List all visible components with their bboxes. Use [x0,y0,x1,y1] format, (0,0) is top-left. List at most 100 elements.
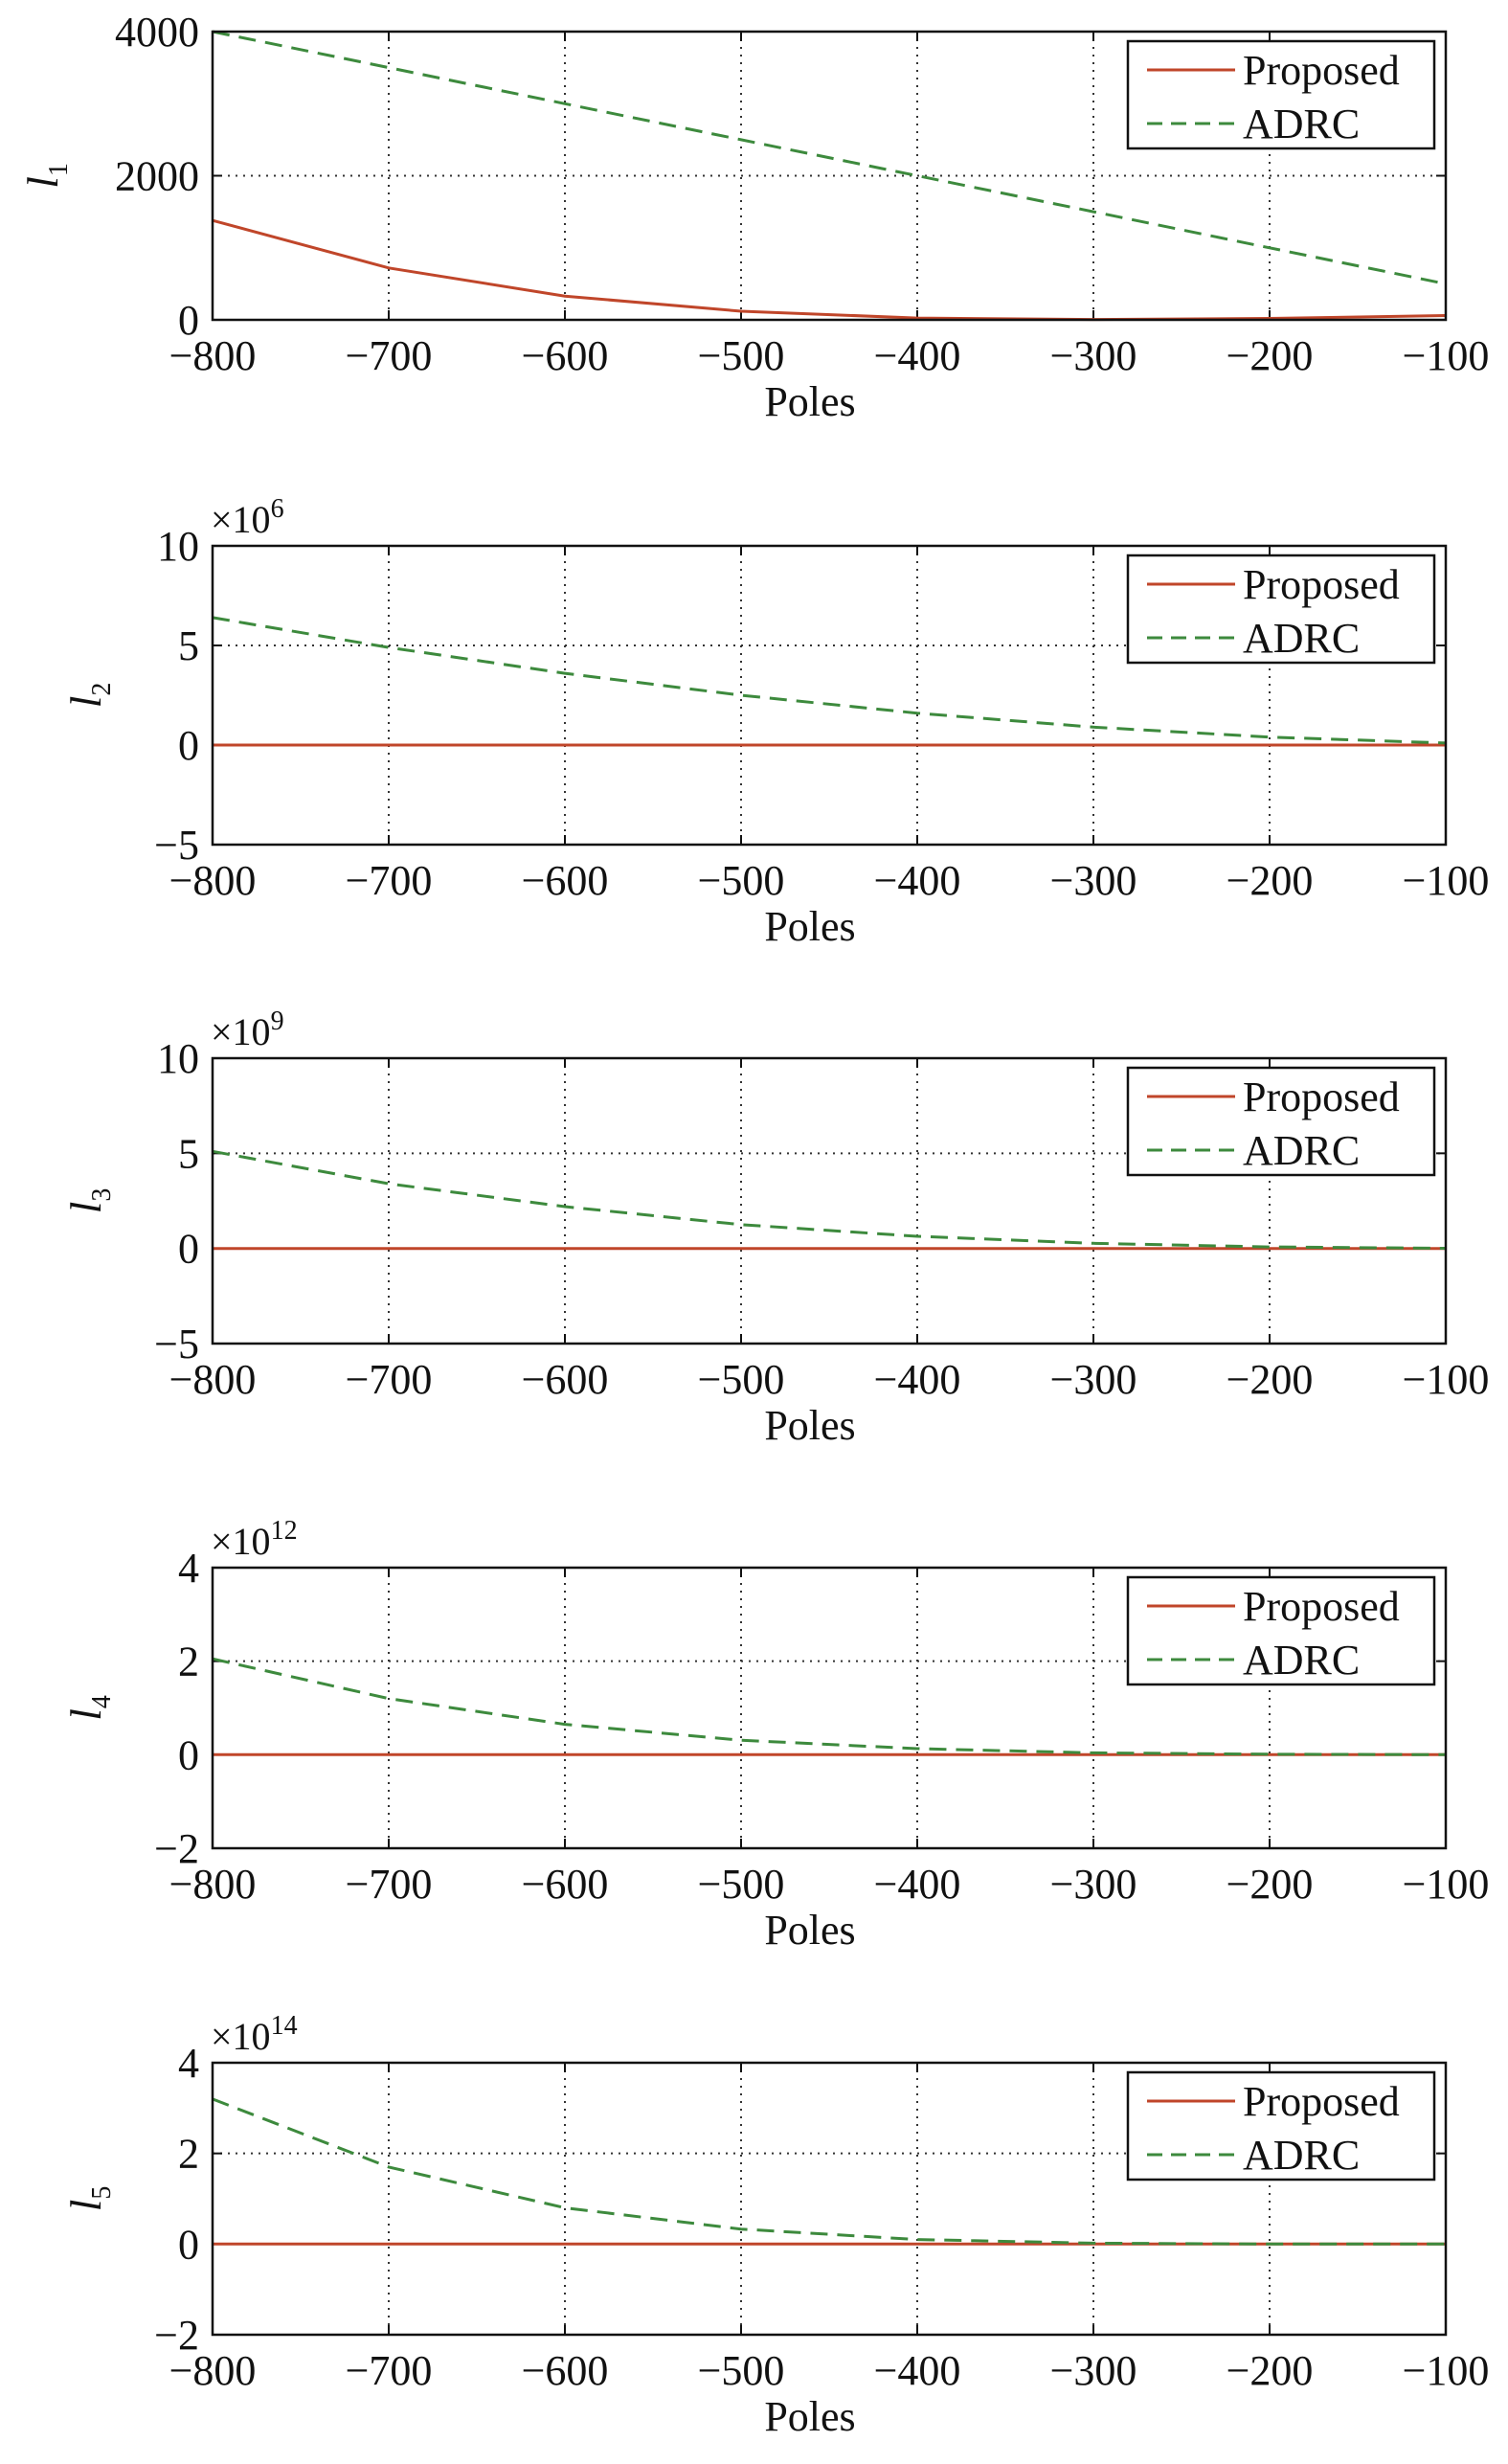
x-tick-label: −100 [1403,1356,1490,1403]
legend-box [1126,1575,1436,1686]
legend-label-proposed: Proposed [1243,47,1400,94]
axis-exponent: ×1014 [211,2011,298,2058]
chart-panel-5: −800 −700 −600 −500 −400 −300 −200 −100 −2 0 2 4 ×10… [61,2011,1489,2440]
y-tick-label: 0 [178,722,199,769]
x-tick-label: −700 [346,857,433,904]
x-tick-label: −700 [346,1861,433,1908]
series-line-adrc [212,616,1447,745]
legend-box [1126,39,1436,150]
y-axis-subscript: 2 [87,683,117,696]
exponent-base: ×10 [211,2015,271,2058]
x-tick-label: −200 [1227,332,1314,379]
y-axis-label: l2 [61,683,117,709]
y-tick-label: 0 [178,1226,199,1273]
legend: Proposed ADRC [1126,1575,1436,1686]
legend-label-proposed: Proposed [1243,2078,1400,2125]
x-tick-label: −500 [698,1356,785,1403]
chart-panel-4: −800 −700 −600 −500 −400 −300 −200 −100 −2 0 2 4 ×10… [61,1516,1489,1954]
x-tick-label: −100 [1403,2347,1490,2394]
legend: Proposed ADRC [1126,1066,1436,1177]
x-axis-label: Poles [764,903,855,950]
y-tick-label: −5 [154,1321,199,1368]
series-line-adrc [212,30,1447,285]
y-tick-label: 2000 [115,153,199,200]
y-axis-symbol: l [61,1202,110,1214]
x-tick-label: −100 [1403,332,1490,379]
exponent-base: ×10 [211,498,271,541]
y-axis-symbol: l [61,2200,110,2212]
x-tick-label: −700 [346,2347,433,2394]
legend: Proposed ADRC [1126,39,1436,150]
x-tick-label: −300 [1050,1356,1137,1403]
series-line-adrc [212,1149,1447,1250]
chart-panel-1: −800 −700 −600 −500 −400 −300 −200 −100 0 2000 400… [18,9,1489,425]
x-tick-label: −400 [874,1356,961,1403]
x-tick-label: −600 [522,2347,609,2394]
plot-frame [211,544,1448,847]
x-tick-label: −500 [698,2347,785,2394]
y-axis-label: l3 [61,1188,117,1214]
x-tick-label: −300 [1050,2347,1137,2394]
exponent-base: ×10 [211,1010,271,1053]
x-tick-label: −600 [522,332,609,379]
x-tick-label: −600 [522,857,609,904]
y-tick-label: 10 [157,1035,199,1082]
x-tick-label: −100 [1403,1861,1490,1908]
y-tick-label: 10 [157,523,199,570]
legend-label-proposed: Proposed [1243,1074,1400,1120]
x-axis-label: Poles [764,378,855,425]
legend-label-adrc: ADRC [1243,1127,1360,1174]
legend-label-adrc: ADRC [1243,101,1360,147]
x-tick-label: −500 [698,857,785,904]
exponent-power: 12 [271,1516,298,1546]
x-tick-label: −800 [169,857,257,904]
exponent-base: ×10 [211,1520,271,1563]
series-line-proposed [212,218,1447,322]
y-tick-label: 5 [178,1130,199,1177]
series-line-adrc [212,2097,1446,2246]
y-tick-label: 4 [178,2040,199,2087]
y-axis-subscript: 3 [87,1188,117,1202]
y-tick-label: 0 [178,297,199,344]
x-tick-label: −300 [1050,332,1137,379]
y-axis-label: l4 [61,1695,117,1721]
legend-box [1126,554,1436,665]
legend-box [1126,1066,1436,1177]
x-tick-label: −200 [1227,1861,1314,1908]
legend: Proposed ADRC [1126,554,1436,665]
legend-label-adrc: ADRC [1243,615,1360,662]
y-axis-label: l1 [18,163,74,189]
x-tick-label: −800 [169,1356,257,1403]
x-tick-label: −600 [522,1356,609,1403]
x-axis-label: Poles [764,2393,855,2440]
x-tick-label: −800 [169,332,257,379]
y-axis-subscript: 5 [87,2186,117,2200]
legend-label-adrc: ADRC [1243,1637,1360,1684]
y-axis-symbol: l [18,176,67,189]
plot-frame [211,1566,1448,1850]
y-tick-label: 5 [178,622,199,669]
y-tick-label: −2 [154,2312,199,2359]
chart-panel-3: −800 −700 −600 −500 −400 −300 −200 −100 −5 0 5 10 ×1… [61,1006,1489,1449]
y-tick-label: 4000 [115,9,199,56]
x-tick-label: −500 [698,332,785,379]
exponent-power: 6 [271,494,284,524]
x-tick-label: −800 [169,1861,257,1908]
plot-frame [211,1056,1448,1345]
y-axis-symbol: l [61,1708,110,1721]
x-tick-label: −300 [1050,857,1137,904]
y-tick-label: 0 [178,2221,199,2268]
series-line-adrc [212,1657,1447,1756]
x-tick-label: −200 [1227,1356,1314,1403]
legend: Proposed ADRC [1126,2070,1436,2181]
x-axis-label: Poles [764,1402,855,1449]
y-tick-label: 2 [178,2131,199,2178]
x-tick-label: −200 [1227,2347,1314,2394]
x-tick-label: −400 [874,1861,961,1908]
x-tick-label: −100 [1403,857,1490,904]
legend-label-proposed: Proposed [1243,561,1400,608]
x-tick-label: −400 [874,332,961,379]
exponent-power: 14 [271,2011,298,2041]
x-tick-label: −700 [346,1356,433,1403]
